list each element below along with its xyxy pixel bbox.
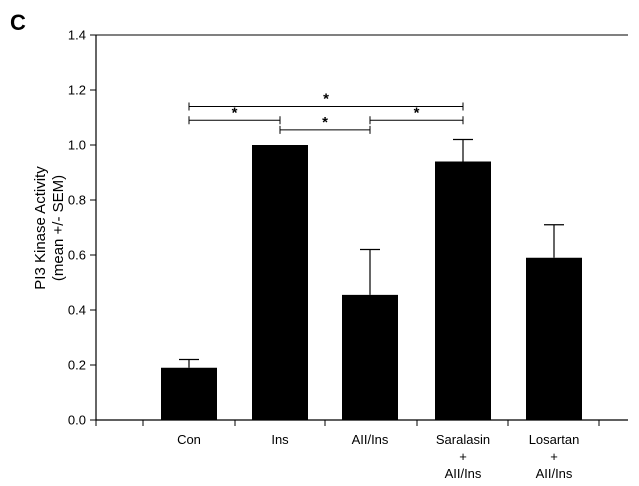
x-category-label: Saralasin (436, 432, 490, 447)
bar (161, 367, 217, 420)
significance-star: * (232, 104, 238, 121)
bar (252, 145, 308, 420)
y-tick-label: 0.2 (68, 358, 86, 373)
y-axis-label-line-2: (mean +/- SEM) (50, 175, 67, 281)
significance-star: * (414, 104, 420, 121)
y-tick-label: 0.4 (68, 303, 86, 318)
y-tick-label: 0.8 (68, 193, 86, 208)
bar (342, 294, 398, 420)
x-category-label: + (550, 449, 558, 464)
y-axis-label: PI3 Kinase Activity (mean +/- SEM) (32, 166, 67, 290)
x-category-label: AII/Ins (352, 432, 389, 447)
significance-star: * (323, 91, 329, 108)
y-axis-label-line-1: PI3 Kinase Activity (32, 166, 49, 290)
y-tick-label: 1.4 (68, 28, 86, 43)
y-tick-label: 1.0 (68, 138, 86, 153)
x-category-label: Losartan (529, 432, 580, 447)
x-category-label: + (459, 449, 467, 464)
x-category-label: Ins (271, 432, 289, 447)
x-category-label: AII/Ins (445, 466, 482, 481)
significance-star: * (322, 114, 328, 131)
x-category-label: AII/Ins (536, 466, 573, 481)
bar (526, 257, 582, 420)
y-tick-label: 0.6 (68, 248, 86, 263)
plot-area: 0.0 0.2 0.4 0.6 0.8 1.0 1.2 1.4 Con Ins AII/Ins Sar… (68, 28, 628, 481)
x-category-label: Con (177, 432, 201, 447)
panel-label: C (10, 10, 26, 35)
bar (435, 161, 491, 420)
y-tick-label: 0.0 (68, 413, 86, 428)
y-tick-label: 1.2 (68, 83, 86, 98)
